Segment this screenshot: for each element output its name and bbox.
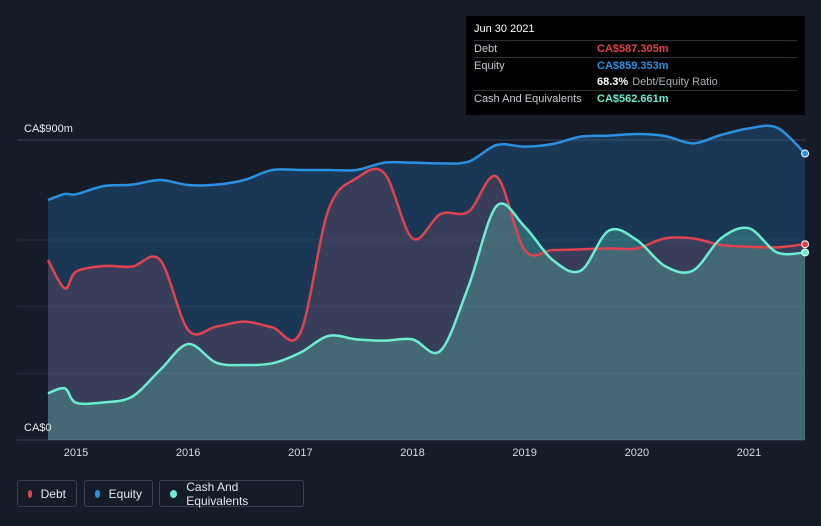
marker-layer: [801, 149, 810, 257]
legend-item-cash[interactable]: Cash And Equivalents: [159, 479, 304, 508]
area-cash-and-equivalents: [47, 203, 806, 440]
tooltip-label: Equity: [474, 60, 505, 72]
area-equity: [47, 125, 806, 441]
end-marker-debt: [801, 240, 810, 249]
tooltip-ratio-label: Debt/Equity Ratio: [632, 76, 718, 88]
x-tick-label: 2017: [288, 447, 313, 459]
legend-item-debt[interactable]: Debt: [17, 480, 77, 507]
x-tick-label: 2020: [624, 447, 650, 459]
legend-label: Equity: [108, 486, 142, 501]
legend-item-equity[interactable]: Equity: [84, 480, 153, 507]
tooltip-row-debt: Debt CA$587.305m: [474, 40, 797, 57]
tooltip-row-ratio: 68.3% Debt/Equity Ratio: [474, 74, 797, 90]
area-debt: [47, 168, 806, 441]
x-tick-label: 2015: [63, 447, 89, 459]
grid-layer: [17, 139, 805, 441]
legend-dot-icon: [95, 489, 100, 498]
tooltip-row-cash: Cash And Equivalents CA$562.661m: [474, 90, 797, 107]
end-marker-equity: [801, 149, 810, 158]
y-tick-label-zero: CA$0: [24, 422, 52, 434]
tooltip-date: Jun 30 2021: [474, 23, 535, 35]
x-tick-label: 2019: [512, 447, 537, 459]
series-line-cash-and-equivalents: [47, 202, 806, 406]
area-layer: [47, 125, 806, 441]
tooltip-label: Cash And Equivalents: [474, 93, 582, 105]
x-tick-label: 2016: [175, 447, 201, 459]
tooltip-panel: Jun 30 2021 Debt CA$587.305m Equity CA$8…: [466, 16, 805, 115]
line-layer: [46, 124, 806, 406]
legend-dot-icon: [170, 489, 178, 498]
legend-label: Debt: [40, 486, 66, 501]
y-tick-label-top: CA$900m: [24, 123, 73, 135]
series-line-equity: [47, 124, 806, 202]
x-tick-label: 2021: [736, 447, 762, 459]
tooltip-value: CA$562.661m: [597, 93, 669, 105]
tooltip-label: Debt: [474, 43, 498, 55]
legend-label: Cash And Equivalents: [186, 479, 249, 508]
x-tick-label: 2018: [400, 447, 425, 459]
tooltip-value: CA$587.305m: [597, 43, 669, 55]
legend-dot-icon: [28, 489, 32, 498]
tooltip-value: CA$859.353m: [597, 60, 669, 72]
tooltip-row-equity: Equity CA$859.353m: [474, 57, 797, 74]
tooltip-value: 68.3%: [597, 76, 629, 88]
tooltip-label: [474, 74, 597, 90]
series-line-debt: [46, 167, 806, 342]
end-marker-cash-and-equivalents: [801, 248, 810, 257]
